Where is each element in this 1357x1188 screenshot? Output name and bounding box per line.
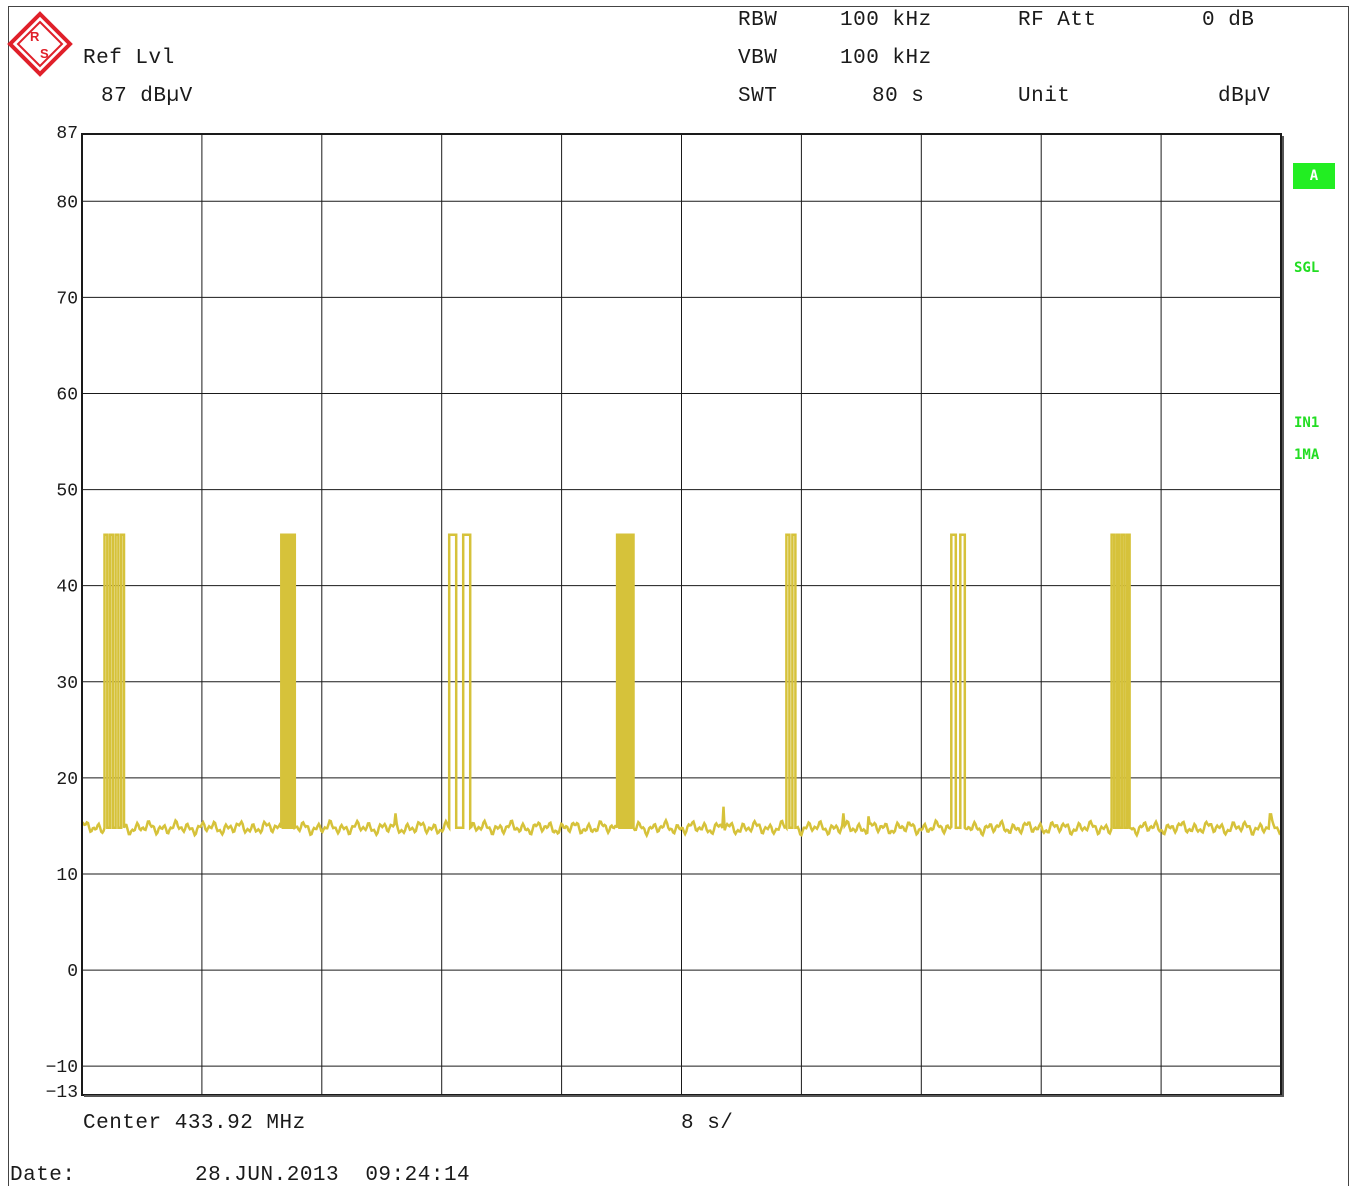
ref-lvl-value: 87 dBµV [101,85,193,108]
date-value: 28.JUN.2013 09:24:14 [195,1164,471,1187]
y-tick-label: 40 [56,578,78,598]
trace-line [81,533,1282,839]
unit-label: Unit [1018,85,1071,108]
y-tick-label: 50 [56,482,78,502]
y-tick-label: 70 [56,289,78,309]
y-axis-ticks: 87 80 70 60 50 40 30 20 10 0 −10 −13 [46,124,78,1103]
vbw-label: VBW [738,47,778,70]
rbw-label: RBW [738,9,778,32]
swt-value: 80 s [872,85,925,108]
y-tick-label: 0 [67,962,78,982]
chart-grid [82,134,1281,1095]
y-tick-label: 80 [56,193,78,213]
y-tick-label: −13 [46,1083,78,1103]
sgl-label: SGL [1294,260,1320,276]
y-tick-label: −10 [46,1058,78,1078]
in1-label: IN1 [1294,415,1320,431]
swt-label: SWT [738,85,778,108]
y-tick-label: 10 [56,866,78,886]
time-per-division: 8 s/ [681,1112,734,1135]
y-tick-label: 60 [56,385,78,405]
y-tick-label: 87 [56,124,78,144]
date-label: Date: [10,1164,76,1187]
ref-lvl-label: Ref Lvl [83,47,175,70]
rf-att-value: 0 dB [1202,9,1255,32]
trace-a-badge: A [1293,163,1335,189]
svg-text:R: R [30,29,40,44]
center-frequency: Center 433.92 MHz [83,1112,306,1135]
trace-series [81,533,1282,839]
y-tick-label: 30 [56,674,78,694]
ma-label: 1MA [1294,447,1320,463]
rbw-value: 100 kHz [840,9,932,32]
svg-text:S: S [40,46,49,61]
unit-value: dBµV [1218,85,1271,108]
vbw-value: 100 kHz [840,47,932,70]
rs-logo-icon: R S [7,11,73,77]
rf-att-label: RF Att [1018,9,1097,32]
display-frame [8,6,1349,1186]
y-tick-label: 20 [56,770,78,790]
